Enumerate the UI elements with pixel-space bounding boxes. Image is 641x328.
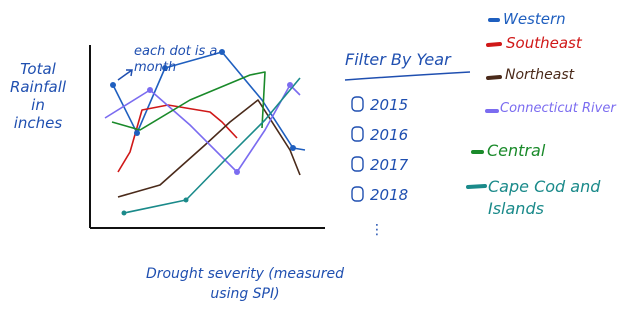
filter-option[interactable]: 2015 (370, 96, 409, 114)
x-axis-label: Drought severity (measured using SPI) (145, 266, 345, 302)
legend-swatches (466, 18, 502, 189)
checkboxes (351, 96, 364, 202)
filter-option[interactable]: 2018 (370, 186, 409, 204)
dots (110, 49, 296, 216)
capecod-line (123, 77, 301, 214)
filter-title: Filter By Year (345, 50, 451, 69)
filter-option[interactable]: 2017 (370, 156, 409, 174)
filter-option[interactable]: 2016 (370, 126, 409, 144)
y-axis-label: Total Rainfall in inches (9, 60, 67, 132)
legend-item: Southeast (506, 34, 582, 52)
underline (344, 71, 471, 81)
arrow (117, 69, 133, 81)
northeast-line (117, 99, 301, 198)
more-indicator: ⋮ (370, 222, 384, 238)
legend-item: Connecticut River (500, 101, 616, 116)
legend-item: Northeast (505, 67, 575, 83)
central-line (111, 71, 266, 131)
annotation: each dot is a month (134, 44, 218, 75)
legend-item: Central (487, 141, 546, 160)
legend-item: Western (503, 10, 566, 28)
legend-item: Cape Cod and Islands (488, 177, 601, 218)
